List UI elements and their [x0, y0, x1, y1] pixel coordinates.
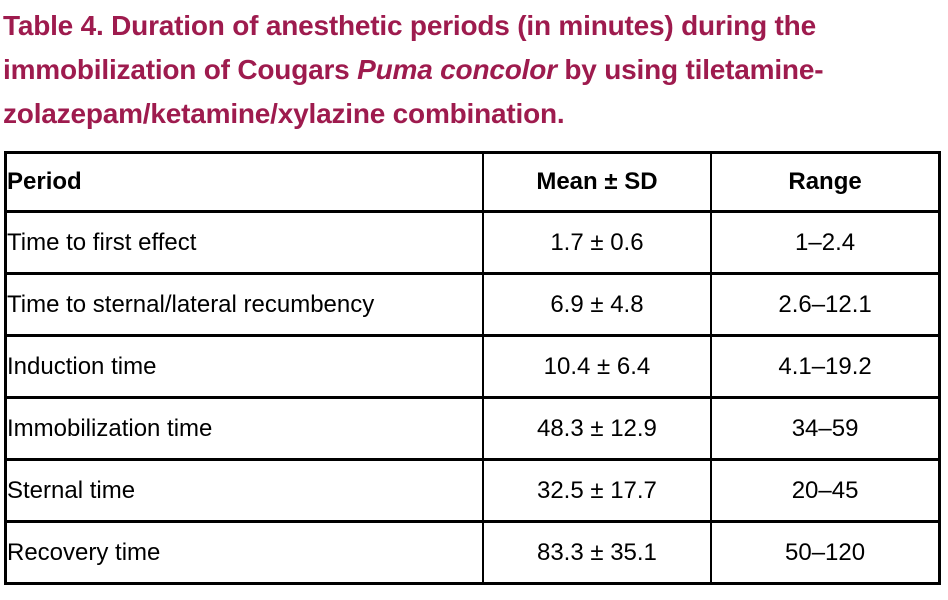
caption-line1: Table 4. Duration of anesthetic periods … — [3, 10, 816, 41]
range-cell: 4.1–19.2 — [710, 334, 941, 399]
caption-line3: zolazepam/ketamine/xylazine combination. — [3, 98, 565, 129]
period-cell: Time to sternal/lateral recumbency — [4, 272, 484, 337]
table-row: Immobilization time 48.3 ± 12.9 34–59 — [4, 396, 941, 461]
range-cell: 50–120 — [710, 520, 941, 585]
table-row: Sternal time 32.5 ± 17.7 20–45 — [4, 458, 941, 523]
table-row: Induction time 10.4 ± 6.4 4.1–19.2 — [4, 334, 941, 399]
mean-sd-cell: 83.3 ± 35.1 — [481, 520, 713, 585]
table-caption: Table 4. Duration of anesthetic periods … — [3, 4, 933, 136]
period-cell: Induction time — [4, 334, 484, 399]
table-row: Time to first effect 1.7 ± 0.6 1–2.4 — [4, 210, 941, 275]
species-name: Puma concolor — [357, 54, 557, 85]
column-header-period: Period — [4, 151, 484, 213]
period-cell: Time to first effect — [4, 210, 484, 275]
mean-sd-cell: 32.5 ± 17.7 — [481, 458, 713, 523]
range-cell: 34–59 — [710, 396, 941, 461]
mean-sd-cell: 6.9 ± 4.8 — [481, 272, 713, 337]
column-header-mean-sd: Mean ± SD — [481, 151, 713, 213]
period-cell: Sternal time — [4, 458, 484, 523]
caption-line2-suffix: by using tiletamine- — [556, 54, 824, 85]
range-cell: 20–45 — [710, 458, 941, 523]
column-header-range: Range — [710, 151, 941, 213]
period-cell: Immobilization time — [4, 396, 484, 461]
caption-line2-prefix: immobilization of Cougars — [3, 54, 358, 85]
mean-sd-cell: 48.3 ± 12.9 — [481, 396, 713, 461]
mean-sd-cell: 10.4 ± 6.4 — [481, 334, 713, 399]
table-row: Recovery time 83.3 ± 35.1 50–120 — [4, 520, 941, 585]
anesthetic-periods-table: Period Mean ± SD Range Time to first eff… — [4, 151, 941, 585]
header-row: Period Mean ± SD Range — [4, 151, 941, 213]
mean-sd-cell: 1.7 ± 0.6 — [481, 210, 713, 275]
range-cell: 2.6–12.1 — [710, 272, 941, 337]
period-cell: Recovery time — [4, 520, 484, 585]
table-row: Time to sternal/lateral recumbency 6.9 ±… — [4, 272, 941, 337]
range-cell: 1–2.4 — [710, 210, 941, 275]
